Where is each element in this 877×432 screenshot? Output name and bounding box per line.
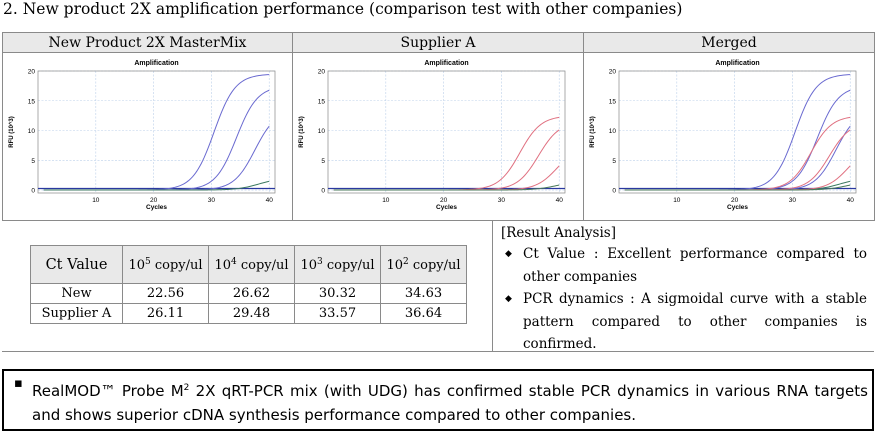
ct-cell: 33.57 <box>294 303 381 324</box>
x-tick-label: 10 <box>382 197 390 204</box>
panel-cell-supplier-a: Amplification Cycles RFU (10^3) 0 5 10 15 20 10 2… <box>292 52 584 221</box>
ct-cell: 26.11 <box>122 303 209 324</box>
y-tick-label: 0 <box>612 188 616 195</box>
x-tick-label: 20 <box>731 197 739 204</box>
result-analysis-section: [Result Analysis] ◆ Ct Value : Excellent… <box>492 220 874 352</box>
x-tick-label: 20 <box>440 197 448 204</box>
chart-xlabel: Cycles <box>727 204 748 211</box>
y-tick-label: 10 <box>28 128 36 135</box>
chart-xlabel: Cycles <box>436 204 457 211</box>
ct-cell: 30.32 <box>294 283 381 304</box>
x-tick-label: 30 <box>789 197 797 204</box>
y-tick-label: 0 <box>321 188 325 195</box>
x-tick-label: 40 <box>847 197 855 204</box>
y-tick-label: 10 <box>318 128 326 135</box>
amplification-curve <box>624 165 851 191</box>
summary-box: ▪ RealMOD™ Probe M2 2X qRT-PCR mix (with… <box>2 369 874 431</box>
x-tick-label: 30 <box>498 197 506 204</box>
plot-frame <box>327 70 566 194</box>
x-tick-label: 40 <box>266 197 274 204</box>
ct-header-col: 105 copy/ul <box>122 245 209 284</box>
x-tick-label: 40 <box>556 197 564 204</box>
amplification-curve <box>333 184 560 191</box>
y-tick-label: 15 <box>318 98 326 105</box>
chart-title: Amplification <box>134 60 178 67</box>
y-tick-label: 20 <box>318 69 326 76</box>
result-item-text: PCR dynamics : A sigmoidal curve with a … <box>523 291 867 352</box>
ct-header-col: 104 copy/ul <box>208 245 295 284</box>
amplification-curve <box>333 116 560 191</box>
panel-label-merged: Merged <box>583 32 875 53</box>
ct-value-table: Ct Value 105 copy/ul 104 copy/ul 103 cop… <box>30 245 467 324</box>
y-tick-label: 5 <box>31 158 35 165</box>
list-item: ◆ PCR dynamics : A sigmoidal curve with … <box>501 288 867 356</box>
panel-label-new-product: New Product 2X MasterMix <box>2 32 293 53</box>
chart-ylabel: RFU (10^3) <box>299 116 305 148</box>
ct-cell: 22.56 <box>122 283 209 304</box>
plot-frame <box>37 70 276 194</box>
chart-ylabel: RFU (10^3) <box>9 116 15 148</box>
list-item: ◆ Ct Value : Excellent performance compa… <box>501 243 867 288</box>
result-analysis-list: ◆ Ct Value : Excellent performance compa… <box>501 243 867 356</box>
panel-label-supplier-a: Supplier A <box>292 32 584 53</box>
ct-header-col: 103 copy/ul <box>294 245 381 284</box>
diamond-bullet-icon: ◆ <box>505 249 512 259</box>
amplification-curve <box>333 165 560 191</box>
chart-title: Amplification <box>715 60 759 67</box>
chart-xlabel: Cycles <box>146 204 167 211</box>
result-item-text: Ct Value : Excellent performance compare… <box>523 246 867 285</box>
y-tick-label: 5 <box>612 158 616 165</box>
amplification-chart-new-product: Amplification Cycles RFU (10^3) 0 5 10 15 20 10 2… <box>9 60 276 211</box>
ct-header-col: 102 copy/ul <box>380 245 467 284</box>
ct-cell: 26.62 <box>208 283 295 304</box>
amplification-curve <box>43 89 270 191</box>
amplification-curve <box>43 125 270 191</box>
amplification-curve <box>333 129 560 191</box>
y-tick-label: 15 <box>609 98 617 105</box>
panel-cell-merged: Amplification Cycles RFU (10^3) 0 5 10 15 20 10 2… <box>583 52 875 221</box>
amplification-curve <box>43 180 270 191</box>
y-tick-label: 10 <box>609 128 617 135</box>
y-tick-label: 20 <box>28 69 36 76</box>
plot-frame <box>618 70 857 194</box>
x-tick-label: 10 <box>673 197 681 204</box>
result-analysis-title: [Result Analysis] <box>501 225 616 241</box>
chart-title: Amplification <box>424 60 468 67</box>
amplification-curve <box>43 74 270 191</box>
y-tick-label: 20 <box>609 69 617 76</box>
ct-cell: 36.64 <box>380 303 467 324</box>
ct-cell: 29.48 <box>208 303 295 324</box>
amplification-curve <box>624 184 851 191</box>
diamond-bullet-icon: ◆ <box>505 294 512 304</box>
table-row: Supplier A 26.11 29.48 33.57 36.64 <box>30 303 467 324</box>
amplification-curve <box>624 74 851 191</box>
y-tick-label: 0 <box>31 188 35 195</box>
square-bullet-icon: ▪ <box>14 376 23 391</box>
ct-header-label: Ct Value <box>30 245 123 284</box>
y-tick-label: 15 <box>28 98 36 105</box>
chart-ylabel: RFU (10^3) <box>590 116 596 148</box>
amplification-chart-merged: Amplification Cycles RFU (10^3) 0 5 10 15 20 10 2… <box>590 60 857 211</box>
x-tick-label: 10 <box>92 197 100 204</box>
x-tick-label: 30 <box>208 197 216 204</box>
section-divider <box>2 351 874 352</box>
panel-cell-new-product: Amplification Cycles RFU (10^3) 0 5 10 15 20 10 2… <box>2 52 293 221</box>
ct-cell: 34.63 <box>380 283 467 304</box>
amplification-curve <box>624 129 851 191</box>
row-name: Supplier A <box>30 303 123 324</box>
summary-text: RealMOD™ Probe M2 2X qRT-PCR mix (with U… <box>32 382 873 424</box>
table-row: New 22.56 26.62 30.32 34.63 <box>30 283 467 304</box>
ct-value-section: Ct Value 105 copy/ul 104 copy/ul 103 cop… <box>2 220 492 351</box>
row-name: New <box>30 283 123 304</box>
section-heading: 2. New product 2X amplification performa… <box>3 0 683 18</box>
y-tick-label: 5 <box>321 158 325 165</box>
amplification-curve <box>624 125 851 191</box>
amplification-panels: New Product 2X MasterMix Supplier A Merg… <box>2 32 875 221</box>
x-tick-label: 20 <box>150 197 158 204</box>
amplification-chart-supplier-a: Amplification Cycles RFU (10^3) 0 5 10 15 20 10 2… <box>299 60 566 211</box>
